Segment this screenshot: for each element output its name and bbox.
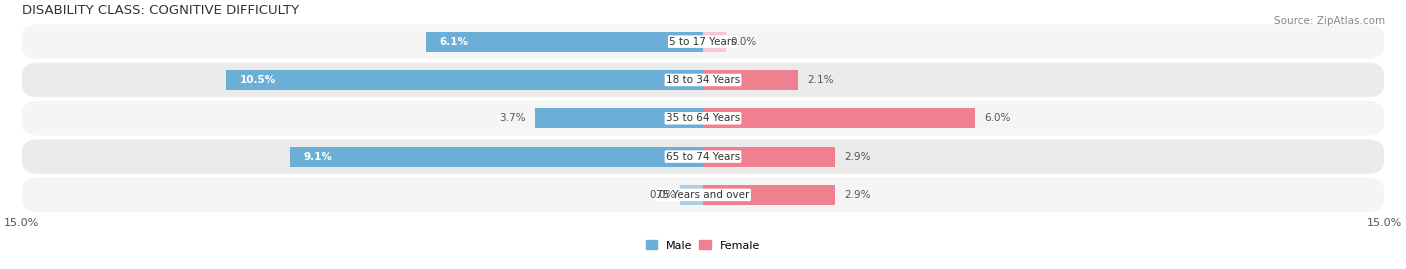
Bar [290,147,703,167]
Text: Source: ZipAtlas.com: Source: ZipAtlas.com [1274,16,1385,26]
Text: 35 to 64 Years: 35 to 64 Years [666,113,740,123]
FancyBboxPatch shape [21,63,1385,97]
Text: 75 Years and over: 75 Years and over [657,190,749,200]
Legend: Male, Female: Male, Female [647,240,759,251]
Text: 5 to 17 Years: 5 to 17 Years [669,37,737,47]
Bar [703,147,835,167]
FancyBboxPatch shape [21,139,1385,174]
Bar [703,32,725,52]
Bar [703,70,799,90]
Bar [681,185,703,205]
Bar [534,108,703,128]
FancyBboxPatch shape [21,178,1385,212]
Text: DISABILITY CLASS: COGNITIVE DIFFICULTY: DISABILITY CLASS: COGNITIVE DIFFICULTY [21,4,299,17]
Text: 6.0%: 6.0% [984,113,1011,123]
Bar [226,70,703,90]
Text: 10.5%: 10.5% [240,75,276,85]
Text: 2.1%: 2.1% [807,75,834,85]
Text: 6.1%: 6.1% [440,37,468,47]
Text: 2.9%: 2.9% [844,152,870,162]
Text: 0.0%: 0.0% [650,190,676,200]
Bar [703,185,835,205]
Text: 3.7%: 3.7% [499,113,526,123]
FancyBboxPatch shape [21,24,1385,59]
Text: 9.1%: 9.1% [304,152,332,162]
Text: 2.9%: 2.9% [844,190,870,200]
Text: 65 to 74 Years: 65 to 74 Years [666,152,740,162]
Text: 18 to 34 Years: 18 to 34 Years [666,75,740,85]
Bar [703,108,976,128]
FancyBboxPatch shape [21,101,1385,136]
Text: 0.0%: 0.0% [730,37,756,47]
Bar [426,32,703,52]
